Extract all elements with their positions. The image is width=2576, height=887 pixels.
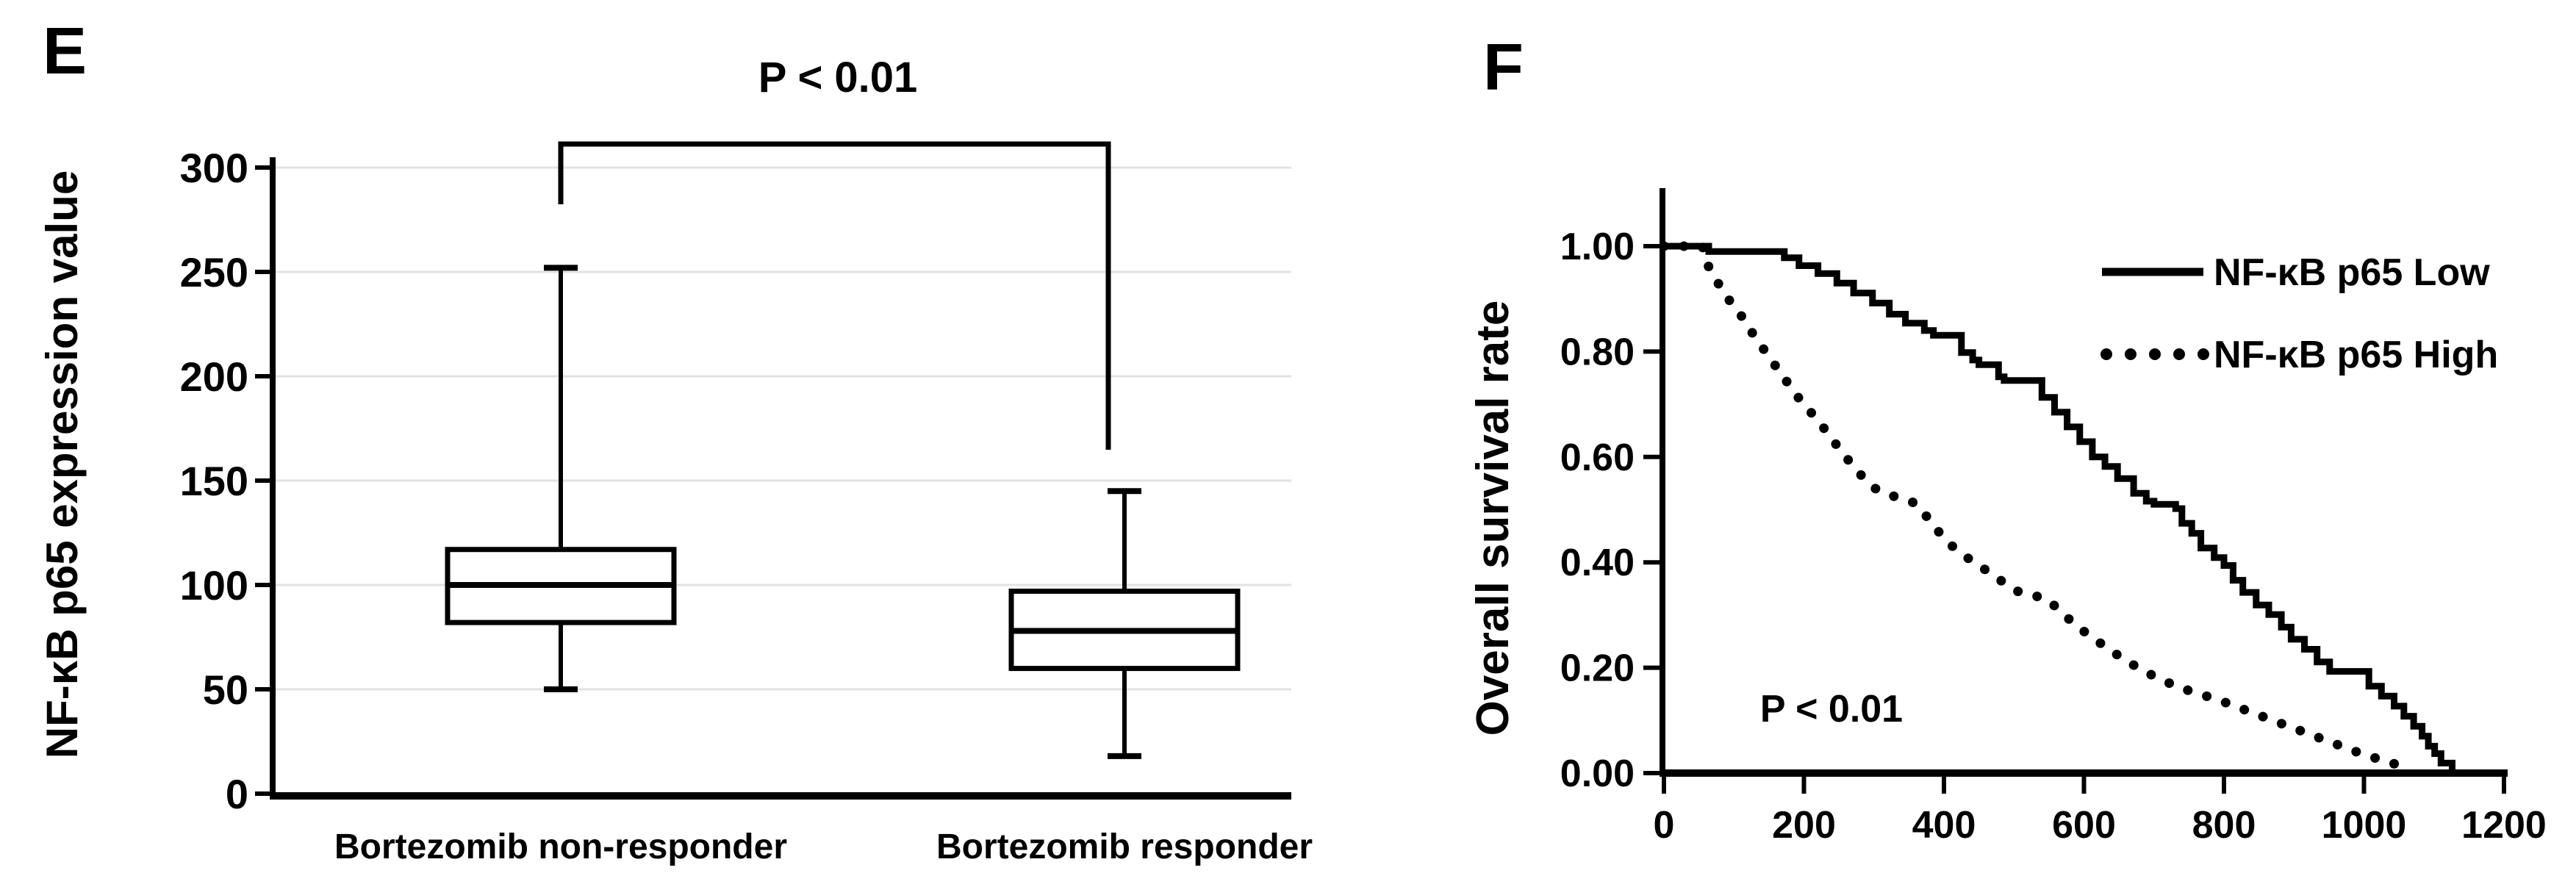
y-tick-label-F-4: 0.80 [1560,331,1635,373]
legend-dot [2198,348,2209,360]
legend-dot [2149,348,2161,360]
x-tick-label-F-1000: 1000 [2322,804,2407,847]
y-tick-label-E-50: 50 [203,667,248,713]
x-tick-label-F-200: 200 [1772,804,1836,847]
y-tick-label-F-3: 0.60 [1560,437,1635,479]
panel-E: 0 50 100 150 200 250 300 E P < 0.01 NF-κB p65 exp… [37,15,1313,866]
legend-dot [2173,348,2185,360]
kaplan-meier-curve-low [1664,243,2456,777]
y-axis-title-E: NF-κB p65 expression value [37,170,87,758]
y-tick-label-E-0: 0 [226,771,248,817]
y-tick-label-F-2: 0.40 [1560,542,1635,584]
x-tick-label-F-0: 0 [1654,804,1675,847]
legend-dot [2100,348,2112,360]
y-tick-label-E-300: 300 [180,145,248,191]
y-tick-label-E-150: 150 [180,458,248,504]
y-tick-label-F-5: 1.00 [1560,226,1635,268]
panel-label-F: F [1483,31,1524,104]
category-label-1: Bortezomib responder [936,827,1313,866]
legend-label-low: NF-κB p65 Low [2214,251,2490,294]
p-value-E: P < 0.01 [758,54,918,101]
y-tick-label-E-100: 100 [180,562,248,608]
x-tick-label-F-1200: 1200 [2461,804,2547,847]
box-plot-responder [1008,488,1241,759]
legend-label-high: NF-κB p65 High [2214,334,2498,376]
x-ticks-F: 0 200 400 600 800 1000 1200 [1654,773,2547,847]
grid-lines-E [273,166,1291,691]
kaplan-meier-curve-high [1659,241,2417,775]
significance-bracket [558,141,1111,450]
y-tick-label-E-250: 250 [180,249,248,295]
legend-F: NF-κB p65 Low NF-κB p65 High [2100,251,2498,376]
panel-label-E: E [43,15,87,88]
x-tick-label-F-400: 400 [1912,804,1976,847]
y-tick-label-F-1: 0.20 [1560,647,1635,690]
y-tick-label-E-200: 200 [180,353,248,400]
x-tick-label-F-800: 800 [2192,804,2256,847]
legend-dot [2125,348,2136,360]
category-label-0: Bortezomib non-responder [334,827,787,866]
p-value-F: P < 0.01 [1760,688,1903,730]
panel-F: 0.00 0.20 0.40 0.60 0.80 1.00 0 200 400 600 800 100… [1468,31,2547,847]
y-ticks-F: 0.00 0.20 0.40 0.60 0.80 1.00 [1560,226,1662,795]
box-plot-non-responder [445,265,677,692]
y-tick-label-F-0: 0.00 [1560,753,1635,795]
y-ticks-E: 0 50 100 150 200 250 300 [180,145,273,817]
x-tick-label-F-600: 600 [2052,804,2116,847]
y-axis-title-F: Overall survival rate [1468,301,1518,736]
